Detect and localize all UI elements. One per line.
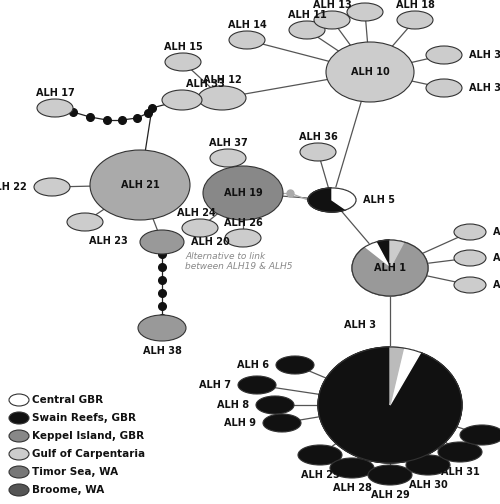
Ellipse shape: [318, 347, 462, 463]
Polygon shape: [352, 242, 428, 296]
Text: ALH 16: ALH 16: [346, 0, 385, 2]
Ellipse shape: [229, 31, 265, 49]
Ellipse shape: [314, 11, 350, 29]
Ellipse shape: [9, 412, 29, 424]
Ellipse shape: [263, 414, 301, 432]
Text: ALH 36: ALH 36: [298, 132, 338, 142]
Ellipse shape: [276, 356, 314, 374]
Polygon shape: [332, 188, 356, 210]
Ellipse shape: [67, 213, 103, 231]
Text: ALH 25: ALH 25: [300, 470, 340, 480]
Text: Timor Sea, WA: Timor Sea, WA: [32, 467, 118, 477]
Ellipse shape: [9, 448, 29, 460]
Text: Swain Reefs, GBR: Swain Reefs, GBR: [32, 413, 136, 423]
Ellipse shape: [368, 465, 412, 485]
Text: ALH 5: ALH 5: [363, 195, 395, 205]
Text: ALH 11: ALH 11: [288, 10, 327, 20]
Text: ALH 13: ALH 13: [312, 0, 352, 10]
Text: ALH 12: ALH 12: [202, 75, 241, 85]
Ellipse shape: [256, 396, 294, 414]
Text: Broome, WA: Broome, WA: [32, 485, 104, 495]
Ellipse shape: [210, 149, 246, 167]
Text: ALH 7: ALH 7: [199, 380, 231, 390]
Ellipse shape: [238, 376, 276, 394]
Text: ALH 34: ALH 34: [469, 50, 500, 60]
Ellipse shape: [426, 79, 462, 97]
Text: ALH 31: ALH 31: [440, 467, 480, 477]
Ellipse shape: [9, 484, 29, 496]
Ellipse shape: [397, 11, 433, 29]
Ellipse shape: [203, 166, 283, 220]
Ellipse shape: [165, 53, 201, 71]
Polygon shape: [364, 242, 390, 268]
Text: ALH 4: ALH 4: [493, 253, 500, 263]
Polygon shape: [390, 347, 404, 405]
Text: ALH 1: ALH 1: [374, 263, 406, 273]
Text: Keppel Island, GBR: Keppel Island, GBR: [32, 431, 144, 441]
Text: ALH 21: ALH 21: [120, 180, 160, 190]
Ellipse shape: [9, 430, 29, 442]
Ellipse shape: [182, 219, 218, 237]
Text: ALH 14: ALH 14: [228, 20, 266, 30]
Ellipse shape: [454, 250, 486, 266]
Polygon shape: [390, 348, 420, 405]
Ellipse shape: [460, 425, 500, 445]
Text: ALH 30: ALH 30: [408, 480, 448, 490]
Ellipse shape: [225, 229, 261, 247]
Text: ALH 8: ALH 8: [217, 400, 249, 410]
Text: ALH 38: ALH 38: [142, 346, 182, 356]
Ellipse shape: [198, 86, 246, 110]
Text: ALH 27: ALH 27: [493, 280, 500, 290]
Text: ALH 29: ALH 29: [370, 490, 410, 500]
Text: ALH 19: ALH 19: [224, 188, 262, 198]
Ellipse shape: [37, 99, 73, 117]
Ellipse shape: [347, 3, 383, 21]
Ellipse shape: [9, 394, 29, 406]
Ellipse shape: [454, 224, 486, 240]
Text: ALH 35: ALH 35: [469, 83, 500, 93]
Text: Central GBR: Central GBR: [32, 395, 103, 405]
Polygon shape: [390, 240, 404, 268]
Ellipse shape: [90, 150, 190, 220]
Text: ALH 28: ALH 28: [332, 483, 372, 493]
Text: ALH 6: ALH 6: [237, 360, 269, 370]
Ellipse shape: [34, 178, 70, 196]
Text: ALH 3: ALH 3: [344, 320, 376, 330]
Text: Gulf of Carpentaria: Gulf of Carpentaria: [32, 449, 145, 459]
Ellipse shape: [289, 21, 325, 39]
Text: ALH 23: ALH 23: [89, 236, 128, 246]
Ellipse shape: [308, 188, 356, 212]
Ellipse shape: [406, 455, 450, 475]
Ellipse shape: [300, 143, 336, 161]
Text: ALH 22: ALH 22: [0, 182, 27, 192]
Text: ALH 10: ALH 10: [350, 67, 390, 77]
Text: ALH 15: ALH 15: [164, 42, 202, 52]
Ellipse shape: [140, 230, 184, 254]
Ellipse shape: [9, 466, 29, 478]
Ellipse shape: [138, 315, 186, 341]
Ellipse shape: [326, 42, 414, 102]
Polygon shape: [308, 188, 346, 212]
Text: ALH 18: ALH 18: [396, 0, 434, 10]
Text: ALH 26: ALH 26: [224, 218, 262, 228]
Ellipse shape: [298, 445, 342, 465]
Text: ALH 9: ALH 9: [224, 418, 256, 428]
Polygon shape: [376, 240, 390, 268]
Text: Alternative to link
between ALH19 & ALH5: Alternative to link between ALH19 & ALH5: [185, 252, 292, 271]
Ellipse shape: [454, 277, 486, 293]
Text: ALH 20: ALH 20: [191, 237, 230, 247]
Ellipse shape: [438, 442, 482, 462]
Text: ALH 33: ALH 33: [186, 79, 225, 89]
Text: ALH 37: ALH 37: [208, 138, 248, 148]
Ellipse shape: [352, 240, 428, 296]
Polygon shape: [318, 347, 462, 463]
Ellipse shape: [330, 458, 374, 478]
Ellipse shape: [162, 90, 202, 110]
Ellipse shape: [426, 46, 462, 64]
Text: ALH 24: ALH 24: [176, 208, 216, 218]
Text: ALH 17: ALH 17: [36, 88, 74, 98]
Text: ALH 2: ALH 2: [493, 227, 500, 237]
